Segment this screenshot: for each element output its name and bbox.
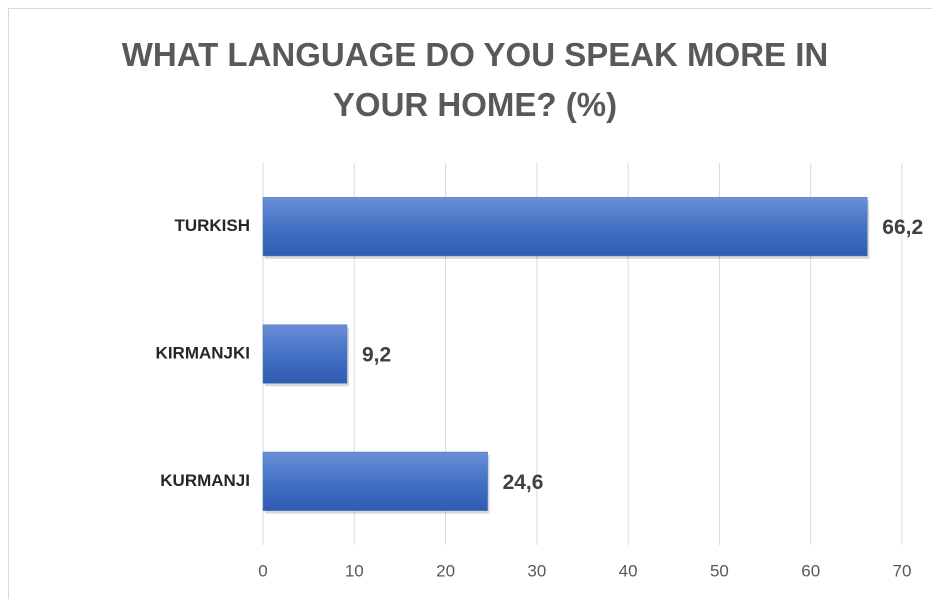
bar — [262, 324, 348, 384]
y-tick-label: KIRMANJKI — [156, 343, 250, 362]
x-tick-label: 50 — [710, 561, 729, 580]
data-label: 9,2 — [362, 344, 391, 367]
data-label: 24,6 — [503, 471, 544, 494]
x-tick-label: 20 — [436, 561, 455, 580]
chart-title: WHAT LANGUAGE DO YOU SPEAK MORE IN YOUR … — [121, 36, 829, 123]
x-tick-label: 30 — [527, 561, 546, 580]
x-tick-label: 60 — [801, 561, 820, 580]
chart-border — [8, 8, 932, 599]
data-label: 66,2 — [882, 216, 923, 239]
y-tick-label: KURMANJI — [160, 471, 250, 490]
x-tick-label: 10 — [345, 561, 364, 580]
bar — [262, 451, 488, 511]
x-tick-label: 40 — [619, 561, 638, 580]
x-tick-label: 0 — [258, 561, 267, 580]
x-tick-label: 70 — [893, 561, 912, 580]
bar — [262, 197, 868, 257]
y-tick-label: TURKISH — [174, 216, 250, 235]
